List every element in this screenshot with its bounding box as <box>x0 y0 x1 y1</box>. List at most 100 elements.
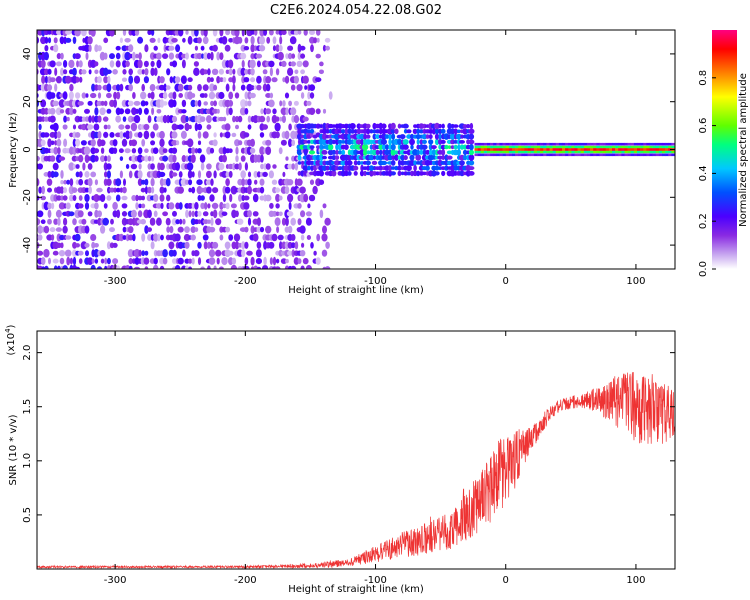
spectrogram-cell <box>78 68 83 75</box>
spectrogram-cell <box>49 92 56 99</box>
spectrogram-cell <box>63 115 67 123</box>
spectrogram-cell <box>293 185 300 195</box>
spectrogram-cell <box>119 37 123 44</box>
spectrogram-cell <box>468 133 475 140</box>
spectrogram-cell <box>43 68 49 76</box>
spectrogram-cell <box>425 149 431 155</box>
spectrogram-cell <box>505 150 510 154</box>
spectrogram-cell <box>512 148 516 151</box>
spectrogram-cell <box>68 211 75 217</box>
spectrogram-cell <box>434 122 440 130</box>
spectrogram-cell <box>549 153 553 157</box>
spectrogram-cell <box>515 150 519 154</box>
spectrogram-cell <box>574 153 578 157</box>
spectrogram-cell <box>41 266 46 269</box>
spectrogram-cell <box>281 217 286 226</box>
spectrogram-cell <box>80 140 87 146</box>
spectrogram-cell <box>112 69 118 75</box>
spectrogram-cell <box>428 128 433 134</box>
spectrogram-cell <box>250 154 256 164</box>
spectrogram-cell <box>54 140 58 146</box>
spectrogram-cell <box>191 257 195 265</box>
spectrogram-cell <box>58 202 66 210</box>
spectrogram-cell <box>537 142 541 146</box>
spectrogram-cell <box>134 30 140 36</box>
spectrogram-cell <box>434 171 440 176</box>
spectrogram-cell <box>366 150 370 155</box>
spectrogram-cell <box>106 195 112 201</box>
spectrogram-cell <box>633 148 638 151</box>
spectrogram-cell <box>247 210 252 218</box>
spectrogram-cell <box>410 144 414 150</box>
spectrogram-cell <box>615 145 619 149</box>
spectrogram-cell <box>203 101 208 106</box>
spectrogram-cell <box>202 234 209 241</box>
spectrogram-cell <box>335 143 339 151</box>
spectrogram-cell <box>143 76 149 84</box>
spectrogram-cell <box>453 140 459 144</box>
x-tick-label: 100 <box>626 276 645 287</box>
spectrogram-cell <box>113 99 117 108</box>
spectrogram-cell <box>133 248 141 258</box>
spectrogram-cell <box>171 172 178 177</box>
spectrogram-cell <box>97 210 102 218</box>
spectrogram-cell <box>256 60 261 68</box>
spectrogram-cell <box>537 148 541 151</box>
spectrogram-cell <box>44 45 49 52</box>
spectrogram-cell <box>577 148 581 151</box>
spectrogram-cell <box>259 132 265 138</box>
spectrogram-cell <box>158 171 166 178</box>
spectrogram-cell <box>643 142 647 146</box>
spectrogram-cell <box>116 209 121 219</box>
spectrogram-cell <box>615 150 619 154</box>
spectrogram-cell <box>353 165 359 171</box>
spectrogram-cell <box>502 153 506 157</box>
spectrogram-cell <box>216 108 220 114</box>
x-tick-label: 0 <box>503 276 509 287</box>
spectrogram-cell <box>624 153 628 157</box>
spectrogram-cell <box>253 170 258 178</box>
spectrogram-cell <box>468 171 475 176</box>
spectrogram-cell <box>143 60 149 68</box>
spectrogram-cell <box>324 266 331 269</box>
spectrogram-cell <box>652 150 656 154</box>
spectrogram-cell <box>203 30 208 37</box>
spectrogram-cell <box>241 178 246 187</box>
spectrogram-cell <box>137 36 144 44</box>
spectrogram-cell <box>133 115 141 124</box>
spectrogram-cell <box>546 150 550 154</box>
spectrogram-cell <box>37 178 40 187</box>
spectrogram-cell <box>41 185 45 195</box>
spectrogram-cell <box>99 194 106 202</box>
x-tick-label: -300 <box>104 276 127 287</box>
spectrogram-cell <box>646 145 650 149</box>
spectrogram-cell <box>668 153 672 157</box>
spectrogram-cell <box>212 139 218 147</box>
spectrogram-cell <box>633 142 638 146</box>
spectrogram-cell <box>49 60 56 68</box>
spectrogram-cell <box>55 107 63 116</box>
spectrogram-cell <box>190 234 196 241</box>
spectrogram-cell <box>47 170 52 178</box>
spectrogram-cell <box>104 171 108 178</box>
spectrogram-cell <box>275 131 280 139</box>
spectrogram-cell <box>379 149 383 156</box>
spectrogram-cell <box>69 83 74 92</box>
spectrogram-cell <box>322 108 327 114</box>
spectrogram-cell <box>375 171 380 176</box>
spectrogram-cell <box>524 145 528 149</box>
spectrogram-cell <box>218 163 225 170</box>
spectrogram-cell <box>84 108 90 114</box>
spectrogram-cell <box>562 145 566 149</box>
spectrogram-cell <box>228 107 233 116</box>
spectrogram-cell <box>59 257 65 265</box>
x-tick-label: -200 <box>234 575 257 586</box>
spectrogram-cell <box>446 155 453 160</box>
spectrogram-cell <box>483 148 488 151</box>
spectrogram-cell <box>322 133 327 140</box>
spectrogram-cell <box>365 123 371 129</box>
spectrogram-cell <box>319 209 324 219</box>
spectrogram-cell <box>646 150 650 154</box>
spectrogram-cell <box>97 131 102 139</box>
